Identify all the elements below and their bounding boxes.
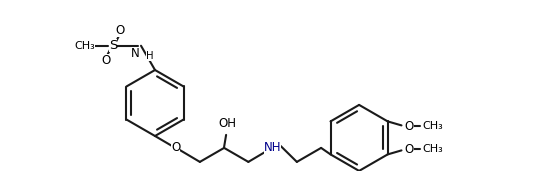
- Text: O: O: [404, 120, 414, 133]
- Text: N: N: [131, 47, 140, 60]
- Text: O: O: [404, 143, 414, 156]
- Text: O: O: [101, 54, 111, 67]
- Text: NH: NH: [264, 141, 281, 154]
- Text: H: H: [146, 51, 153, 61]
- Text: CH₃: CH₃: [422, 144, 443, 154]
- Text: O: O: [171, 141, 180, 154]
- Text: OH: OH: [218, 117, 236, 130]
- Text: S: S: [109, 39, 117, 52]
- Text: CH₃: CH₃: [74, 41, 95, 51]
- Text: CH₃: CH₃: [422, 121, 443, 131]
- Text: O: O: [115, 24, 125, 37]
